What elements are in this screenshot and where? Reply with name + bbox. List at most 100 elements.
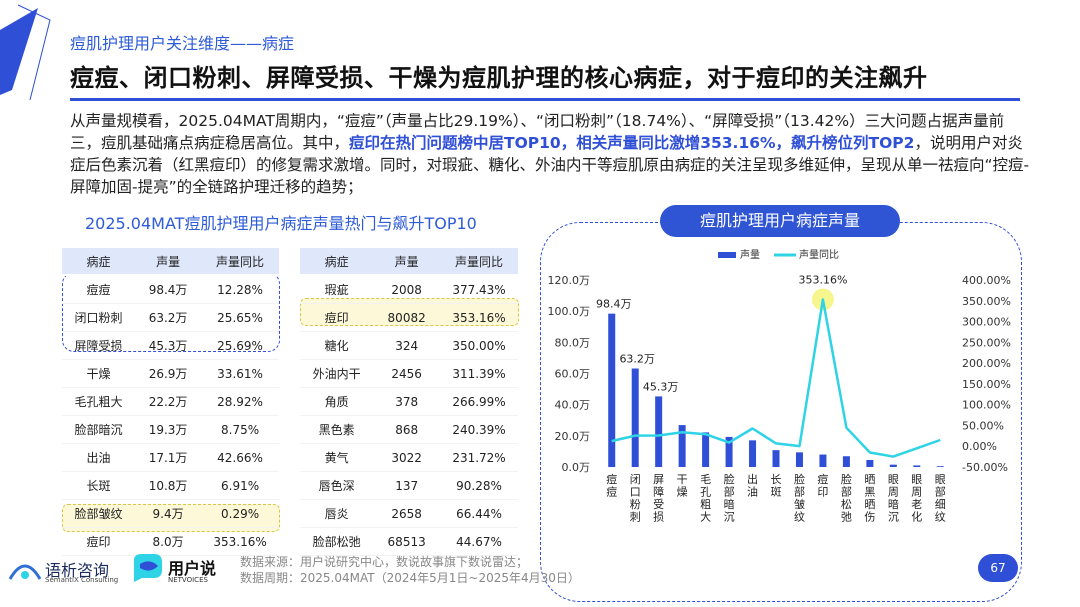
yoy-line — [611, 298, 941, 458]
cell-issue: 脸部皱纹 — [62, 500, 136, 528]
table-row: 黑色素 868 240.39% — [300, 416, 518, 444]
cell-issue: 屏障受损 — [62, 332, 136, 360]
cell-yoy: 33.61% — [201, 360, 279, 388]
table-row: 闭口粉刺 63.2万 25.65% — [62, 304, 279, 332]
cell-volume: 2456 — [373, 360, 441, 388]
semantix-logo-sub: SemantiX Consulting — [45, 576, 119, 584]
rise-scar-highlight — [300, 298, 519, 326]
legend-line-label: 声量同比 — [799, 248, 839, 261]
bar — [772, 450, 780, 467]
cell-volume: 17.1万 — [135, 444, 202, 472]
table-row: 角质 378 266.99% — [300, 388, 518, 416]
table-row: 屏障受损 45.3万 25.69% — [62, 332, 279, 360]
y-right-tick-label: 200.00% — [962, 357, 1011, 370]
rise-table-header: 病症 声量 声量同比 — [300, 248, 518, 276]
cell-volume: 80082 — [373, 304, 441, 332]
cell-yoy: 25.69% — [201, 332, 279, 360]
netvoices-logo-name: 用户说 — [168, 559, 217, 578]
y-right-tick-label: 100.00% — [962, 399, 1011, 412]
bar-data-label: 45.3万 — [643, 380, 679, 393]
y-right-tick-label: 250.00% — [962, 336, 1011, 349]
cell-volume: 45.3万 — [135, 332, 202, 360]
bar — [655, 396, 663, 467]
col-header-yoy: 声量同比 — [201, 248, 279, 276]
bar — [936, 466, 944, 467]
cell-volume: 10.8万 — [135, 472, 202, 500]
summary-text-2: ，说明用户对炎症后色素沉着（红黑痘印）的修复需求激增。同时，对瑕疵、糖化、外油内… — [70, 134, 1030, 196]
table-row: 出油 17.1万 42.66% — [62, 444, 279, 472]
y-right-tick-label: 50.00% — [962, 419, 1004, 432]
cell-issue: 长斑 — [62, 472, 136, 500]
hot-table: 病症 声量 声量同比 痘痘 98.4万 12.28% 闭口粉刺 63.2万 25.65% 屏… — [62, 248, 279, 556]
cell-yoy: 25.65% — [201, 304, 279, 332]
x-tick-label: 干燥 — [677, 473, 688, 499]
x-tick-label: 眼周老化 — [911, 473, 922, 524]
cell-volume: 2658 — [373, 500, 441, 528]
cell-issue: 出油 — [62, 444, 136, 472]
hot-table-header: 病症 声量 声量同比 — [62, 248, 279, 276]
y-left-tick-label: 80.0万 — [555, 336, 591, 349]
bar — [631, 368, 639, 467]
cell-volume: 324 — [373, 332, 441, 360]
cell-yoy: 231.72% — [440, 444, 518, 472]
page-number: 67 — [978, 554, 1018, 582]
cell-issue: 外油内干 — [300, 360, 374, 388]
table-row: 瑕疵 2008 377.43% — [300, 276, 518, 304]
bar — [795, 452, 803, 467]
cell-yoy: 266.99% — [440, 388, 518, 416]
netvoices-logo-sub: NETVOICES — [168, 576, 208, 584]
table-row: 唇炎 2658 66.44% — [300, 500, 518, 528]
legend-bar-swatch — [718, 252, 736, 258]
table-row: 痘痘 98.4万 12.28% — [62, 276, 279, 304]
cell-yoy: 350.00% — [440, 332, 518, 360]
cell-issue: 唇色深 — [300, 472, 374, 500]
cell-yoy: 240.39% — [440, 416, 518, 444]
x-tick-label: 脸部松弛 — [841, 472, 852, 524]
chart-panel-title: 痘肌护理用户病症声量 — [660, 205, 900, 237]
y-right-tick-label: 400.00% — [962, 274, 1011, 287]
cell-volume: 9.4万 — [135, 500, 202, 528]
tables-title: 2025.04MAT痘肌护理用户病症声量热门与飙升TOP10 — [85, 214, 477, 233]
x-tick-label: 脸部暗沉 — [724, 472, 735, 524]
x-tick-label: 长斑 — [771, 473, 782, 499]
title-rule — [70, 98, 1020, 101]
footer-source: 数据来源：用户说研究中心，数说故事旗下数说雷达； 数据周期：2025.04MAT… — [240, 554, 580, 586]
cell-issue: 脸部暗沉 — [62, 416, 136, 444]
corner-decoration — [0, 4, 51, 101]
cell-issue: 糖化 — [300, 332, 374, 360]
cell-volume: 63.2万 — [135, 304, 202, 332]
table-row: 脸部皱纹 9.4万 0.29% — [62, 500, 279, 528]
cell-yoy: 353.16% — [440, 304, 518, 332]
line-data-label: 353.16% — [798, 273, 847, 286]
cell-yoy: 8.75% — [201, 416, 279, 444]
x-tick-label: 痘印 — [817, 472, 828, 499]
cell-volume: 137 — [373, 472, 441, 500]
x-tick-label: 脸部皱纹 — [794, 472, 805, 524]
cell-volume: 26.9万 — [135, 360, 202, 388]
x-tick-label: 屏障受损 — [653, 473, 664, 524]
cell-issue: 唇炎 — [300, 500, 374, 528]
cell-issue: 干燥 — [62, 360, 136, 388]
legend-bar-label: 声量 — [740, 248, 760, 261]
y-right-tick-label: 150.00% — [962, 378, 1011, 391]
summary-highlight: 痘印在热门问题榜中居TOP10，相关声量同比激增353.16%，飙升榜位列TOP… — [349, 134, 915, 152]
y-right-tick-label: 0.00% — [962, 440, 997, 453]
cell-issue: 痘印 — [300, 304, 374, 332]
bar — [819, 454, 827, 467]
cell-yoy: 12.28% — [201, 276, 279, 304]
y-right-tick-label: -50.00% — [962, 461, 1008, 474]
bar — [678, 425, 686, 467]
cell-volume: 3022 — [373, 444, 441, 472]
cell-volume: 22.2万 — [135, 388, 202, 416]
cell-issue: 毛孔粗大 — [62, 388, 136, 416]
cell-yoy: 6.91% — [201, 472, 279, 500]
summary-paragraph: 从声量规模看，2025.04MAT周期内，“痘痘”（声量占比29.19%）、“闭… — [70, 110, 1030, 198]
y-left-tick-label: 100.0万 — [548, 305, 591, 318]
table-row: 毛孔粗大 22.2万 28.92% — [62, 388, 279, 416]
combo-chart: 声量 声量同比 0.0万 20.0万 40.0万 60.0万 80.0万 100.0万 120.… — [548, 248, 1011, 524]
table-row: 脸部松弛 68513 44.67% — [300, 528, 518, 556]
bar-data-label: 98.4万 — [596, 298, 632, 311]
col-header-volume: 声量 — [135, 248, 202, 276]
col-header-issue: 病症 — [62, 248, 136, 276]
table-row: 黄气 3022 231.72% — [300, 444, 518, 472]
